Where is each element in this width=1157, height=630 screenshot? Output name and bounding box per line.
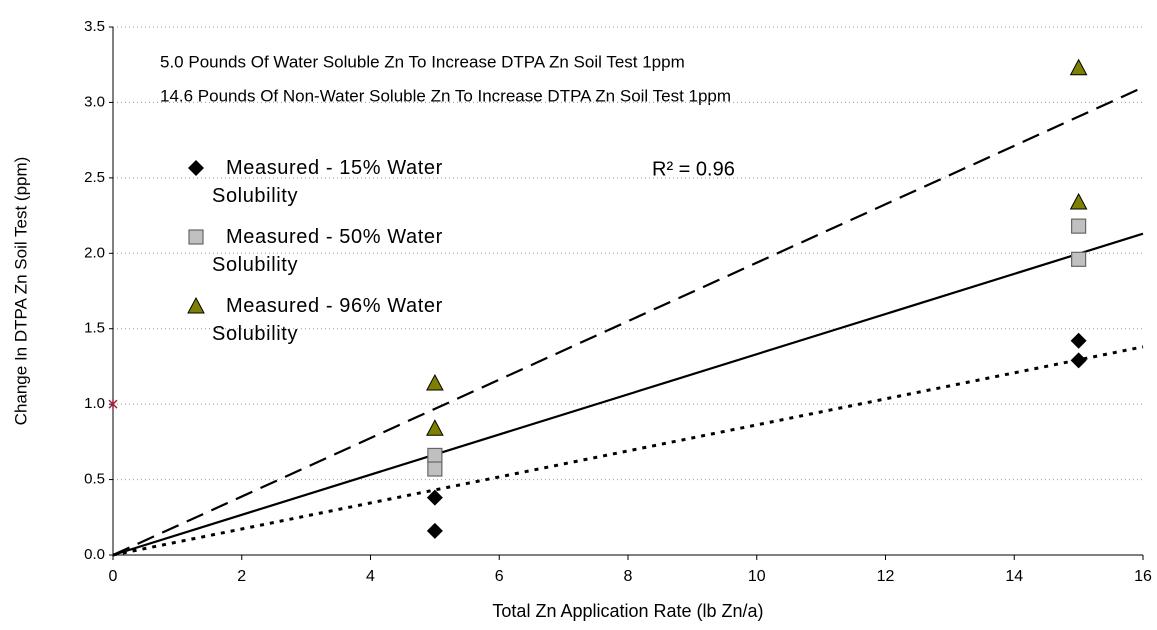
marker xyxy=(187,296,205,314)
y-tick-label: 3.5 xyxy=(84,18,105,35)
y-tick-label: 3.0 xyxy=(84,93,105,110)
x-axis-label: Total Zn Application Rate (lb Zn/a) xyxy=(492,601,763,621)
annotation: R² = 0.96 xyxy=(652,158,735,180)
x-tick-label: 8 xyxy=(624,568,633,585)
marker xyxy=(1071,251,1087,267)
marker xyxy=(427,461,443,477)
x-tick-label: 6 xyxy=(495,568,504,585)
y-tick-label: 0.0 xyxy=(84,546,105,563)
x-tick-label: 12 xyxy=(877,568,895,585)
marker xyxy=(1069,58,1088,76)
marker xyxy=(108,399,118,410)
y-tick-label: 2.0 xyxy=(84,244,105,261)
marker xyxy=(1071,218,1087,234)
marker xyxy=(1069,192,1088,210)
y-tick-label: 2.5 xyxy=(84,169,105,186)
marker xyxy=(188,160,204,176)
marker xyxy=(427,447,443,464)
marker xyxy=(426,373,444,391)
marker xyxy=(1070,332,1087,349)
x-tick-label: 14 xyxy=(1005,568,1023,585)
annotation: 5.0 Pounds Of Water Soluble Zn To Increa… xyxy=(160,52,685,71)
trend-line xyxy=(112,345,1144,557)
legend-label: Measured - 15% Water Solubility xyxy=(212,157,443,207)
legend-label: Measured - 50% Water Solubility xyxy=(212,226,443,276)
marker xyxy=(426,522,443,539)
legend-label: Measured - 96% Water Solubility xyxy=(212,295,443,345)
annotation: 14.6 Pounds Of Non-Water Soluble Zn To I… xyxy=(160,86,731,105)
x-tick-label: 10 xyxy=(748,568,766,585)
y-tick-label: 1.0 xyxy=(84,395,105,412)
y-tick-label: 0.5 xyxy=(84,471,105,488)
marker xyxy=(1070,352,1087,369)
x-tick-label: 4 xyxy=(366,568,375,585)
trend-line xyxy=(112,232,1144,557)
x-tick-label: 0 xyxy=(109,568,118,585)
marker xyxy=(426,419,444,436)
y-tick-label: 1.5 xyxy=(84,320,105,337)
marker xyxy=(188,229,204,245)
y-axis-label: Change In DTPA Zn Soil Test (ppm) xyxy=(11,157,30,426)
x-tick-label: 16 xyxy=(1134,568,1152,585)
marker xyxy=(426,489,443,506)
x-tick-label: 2 xyxy=(237,568,246,585)
